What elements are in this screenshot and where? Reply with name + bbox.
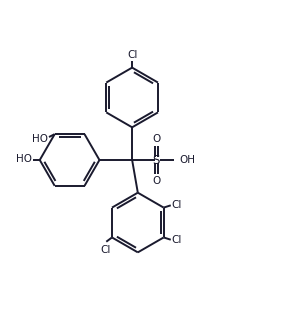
Text: S: S xyxy=(153,154,160,166)
Text: O: O xyxy=(152,134,160,144)
Text: Cl: Cl xyxy=(127,50,137,60)
Text: HO: HO xyxy=(16,154,32,164)
Text: Cl: Cl xyxy=(100,244,111,254)
Text: OH: OH xyxy=(179,155,195,165)
Text: O: O xyxy=(152,176,160,186)
Text: HO: HO xyxy=(32,134,49,144)
Text: Cl: Cl xyxy=(171,200,182,210)
Text: Cl: Cl xyxy=(171,235,182,245)
